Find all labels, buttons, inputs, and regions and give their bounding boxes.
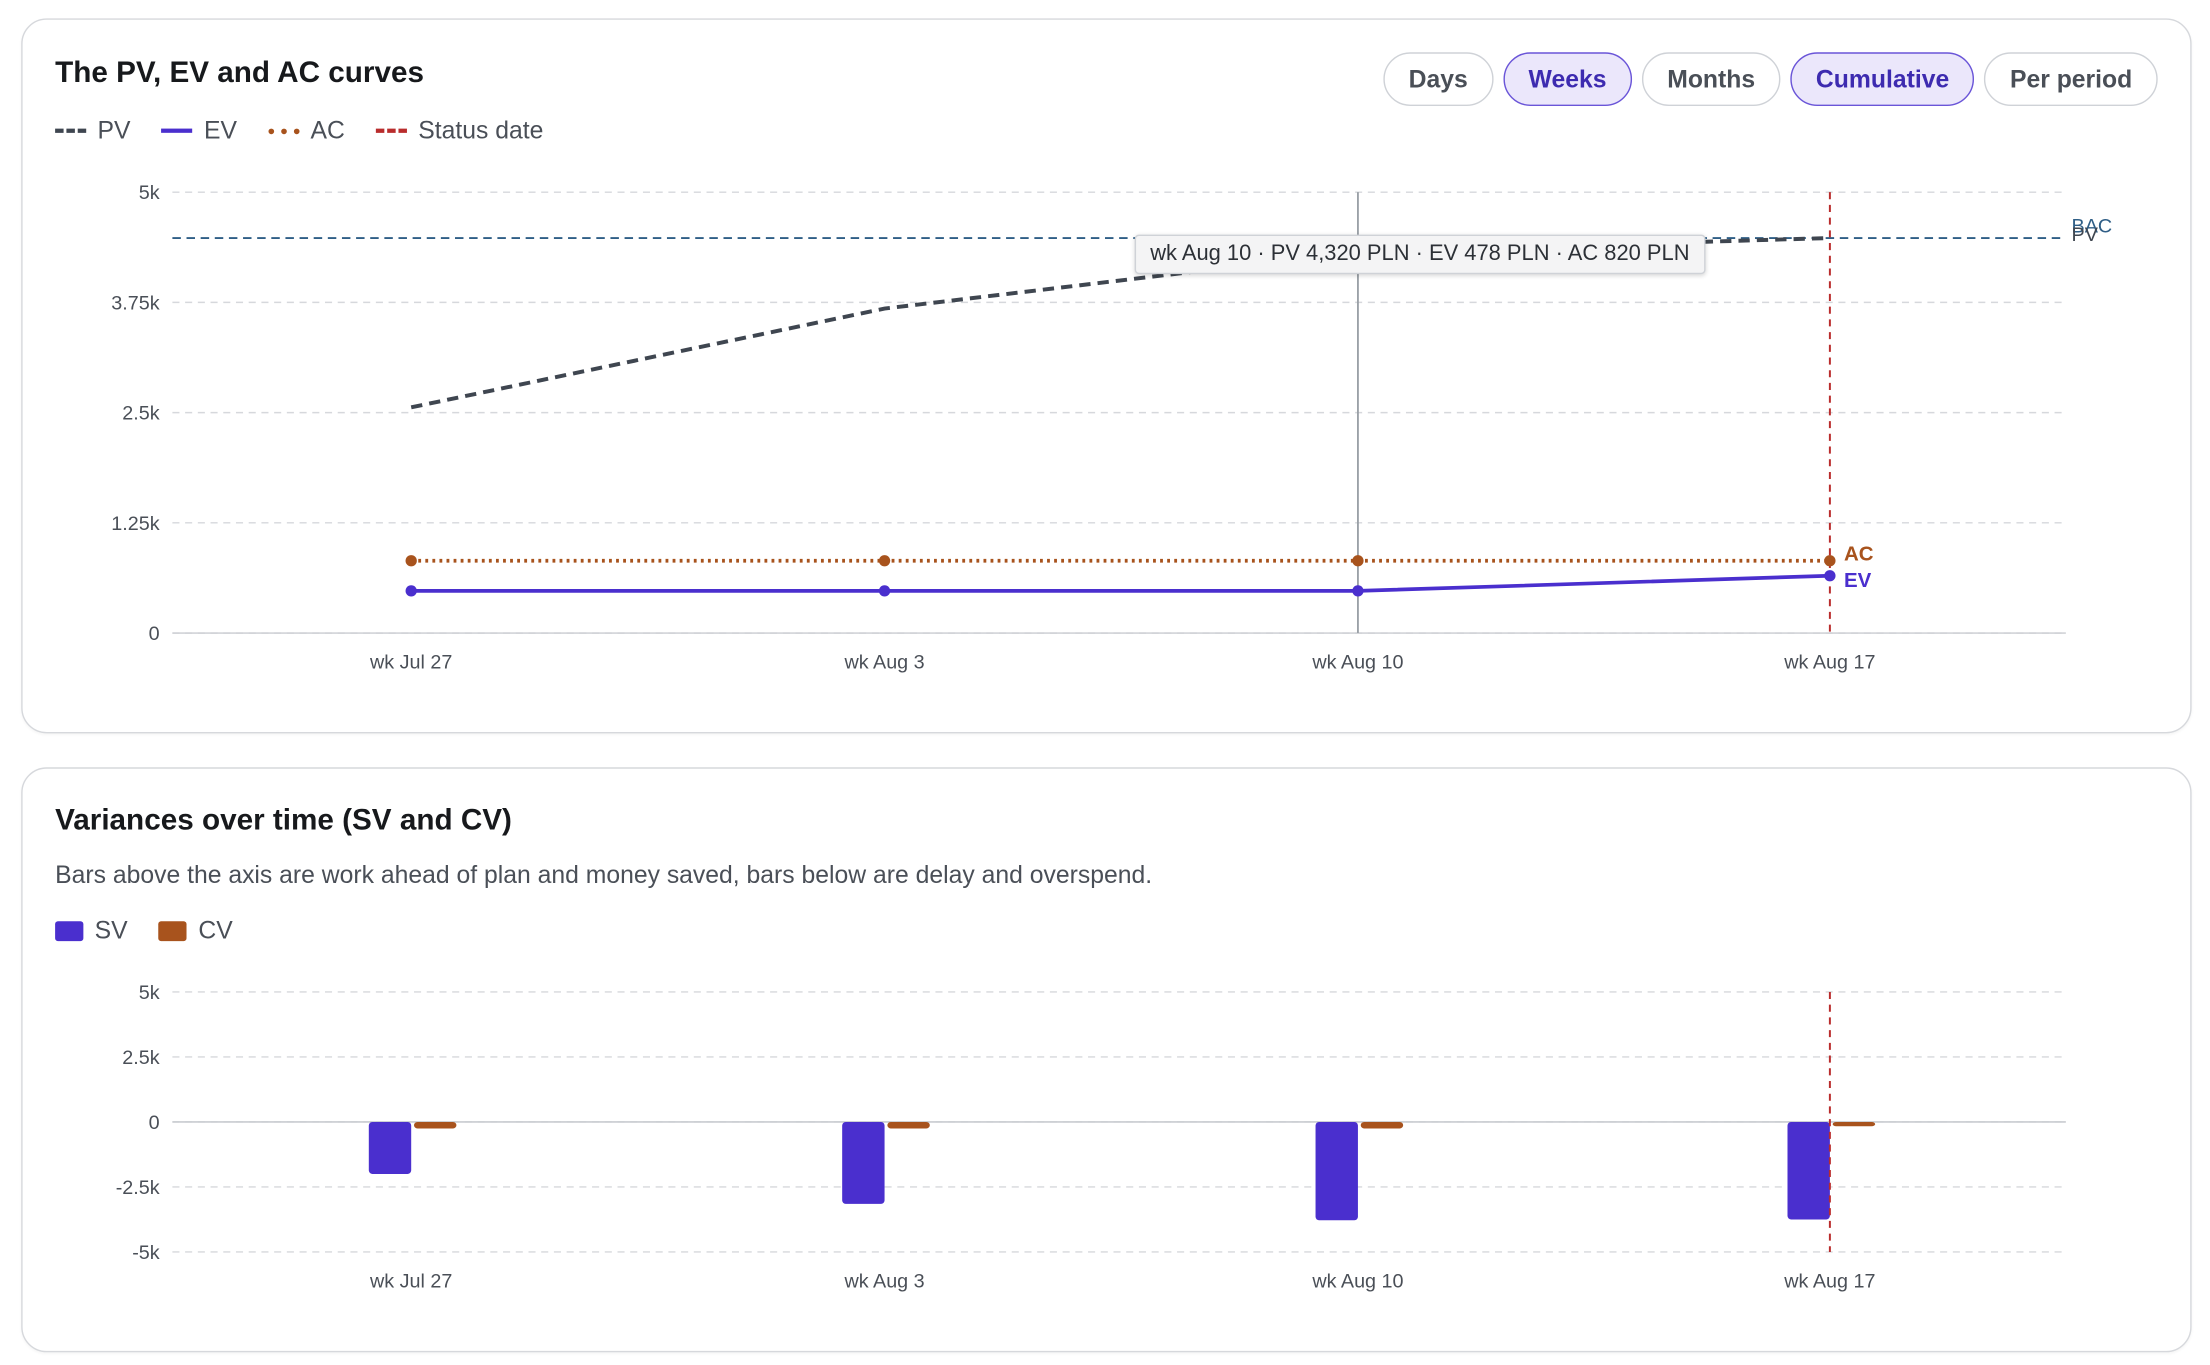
- y-tick-label: 2.5k: [122, 1047, 159, 1069]
- ev-swatch: [161, 128, 193, 133]
- ac-end-label: AC: [1844, 543, 1874, 566]
- y-tick-label: 2.5k: [122, 403, 159, 425]
- variances-chart[interactable]: -5k -2.5k 0 2.5k 5k wk Jul 27 wk Aug 3 wk Aug 1…: [23, 769, 2191, 1351]
- ac-point: [405, 555, 417, 567]
- y-tick-label: 5k: [139, 982, 160, 1004]
- hover-tooltip: wk Aug 10 · PV 4,320 PLN · EV 478 PLN · …: [1134, 234, 1706, 275]
- per-period-button[interactable]: Per period: [1984, 52, 2158, 106]
- y-tick-label: 5k: [139, 182, 160, 204]
- legend-label-sv: SV: [94, 915, 128, 944]
- legend-item-sv: SV: [55, 916, 128, 946]
- legend-item-pv: PV: [55, 115, 131, 146]
- x-tick-label: wk Aug 3: [843, 1270, 924, 1292]
- legend-item-cv: CV: [158, 915, 233, 946]
- ac-swatch: [268, 127, 300, 134]
- ev-point: [1352, 585, 1364, 597]
- ev-line: [411, 573, 1830, 593]
- weeks-button[interactable]: Weeks: [1503, 52, 1632, 106]
- ac-point: [878, 555, 891, 567]
- x-tick-label: wk Aug 3: [843, 651, 924, 673]
- legend-item-ac: AC: [268, 116, 345, 146]
- variances-legend: SV CV: [55, 916, 264, 946]
- legend-label-cv: CV: [198, 915, 233, 944]
- y-tick-label: 3.75k: [111, 292, 159, 314]
- variances-title: Variances over time (SV and CV): [55, 804, 512, 837]
- curves-legend: PV EV AC Status date: [55, 116, 574, 146]
- ev-point: [1824, 570, 1836, 582]
- x-tick-label: wk Aug 10: [1311, 1270, 1403, 1292]
- y-tick-label: 1.25k: [111, 513, 159, 535]
- y-tick-label: -2.5k: [116, 1177, 160, 1199]
- x-tick-label: wk Jul 27: [369, 1270, 452, 1292]
- months-button[interactable]: Months: [1641, 52, 1781, 106]
- legend-label-ev: EV: [203, 115, 237, 145]
- legend-label-ac: AC: [310, 115, 345, 145]
- pv-swatch: [55, 128, 87, 133]
- ev-point: [878, 585, 891, 597]
- status-date-swatch: [375, 128, 407, 133]
- legend-label-pv: PV: [97, 115, 131, 145]
- ev-point: [405, 585, 417, 597]
- y-tick-label: 0: [149, 623, 160, 645]
- legend-item-ev: EV: [161, 115, 237, 146]
- x-tick-label: wk Jul 27: [369, 651, 452, 673]
- days-button[interactable]: Days: [1383, 52, 1494, 106]
- x-tick-label: wk Aug 10: [1311, 651, 1403, 673]
- x-tick-label: wk Aug 17: [1783, 651, 1875, 673]
- ac-point: [1824, 555, 1836, 567]
- sv-bar: [1315, 1121, 1358, 1221]
- legend-item-status-date: Status date: [375, 115, 544, 146]
- x-tick-label: wk Aug 17: [1783, 1270, 1875, 1292]
- pv-end-label: PV: [2072, 224, 2099, 246]
- y-tick-label: -5k: [132, 1242, 160, 1264]
- curves-title: The PV, EV and AC curves: [55, 56, 424, 90]
- cumulative-button[interactable]: Cumulative: [1790, 52, 1975, 106]
- cv-swatch: [158, 920, 188, 941]
- ac-point: [1352, 555, 1364, 567]
- bac-label: BAC: [2072, 215, 2113, 237]
- cv-bar: [887, 1121, 930, 1129]
- cv-bar: [414, 1121, 457, 1129]
- legend-label-status-date: Status date: [418, 115, 544, 145]
- variances-card: Variances over time (SV and CV) Bars abo…: [21, 767, 2192, 1353]
- y-tick-label: 0: [149, 1112, 160, 1134]
- curves-chart[interactable]: 0 1.25k 2.5k 3.75k 5k wk Jul 27 wk Aug 3 wk Aug…: [23, 20, 2191, 732]
- cv-bar: [1360, 1121, 1404, 1129]
- ev-end-label: EV: [1844, 569, 1872, 592]
- cv-bar: [1832, 1121, 1876, 1127]
- sv-bar: [368, 1121, 412, 1174]
- sv-bar: [1787, 1121, 1830, 1220]
- sv-bar: [842, 1121, 885, 1204]
- variances-subtitle: Bars above the axis are work ahead of pl…: [55, 860, 1153, 889]
- granularity-toolbar: Days Weeks Months Cumulative Per period: [1383, 52, 2158, 106]
- curves-card: The PV, EV and AC curves PV EV AC Status…: [21, 18, 2192, 734]
- sv-swatch: [55, 920, 84, 941]
